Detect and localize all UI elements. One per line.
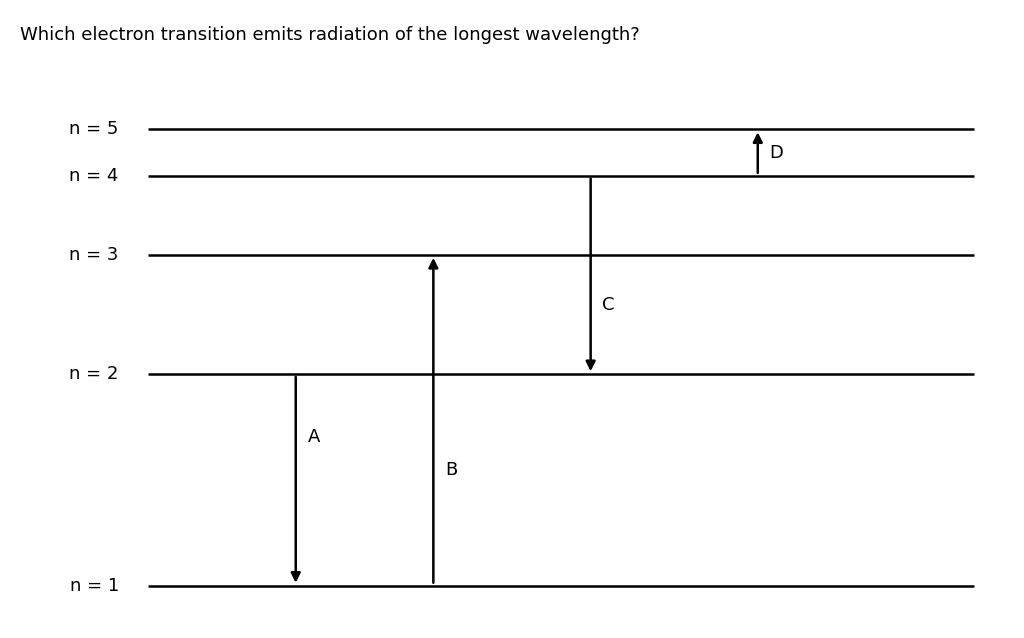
Text: n = 3: n = 3	[70, 246, 119, 264]
Text: n = 2: n = 2	[70, 365, 119, 383]
Text: A: A	[307, 429, 319, 447]
Text: Which electron transition emits radiation of the longest wavelength?: Which electron transition emits radiatio…	[20, 26, 640, 43]
Text: C: C	[602, 295, 615, 314]
Text: n = 4: n = 4	[70, 167, 119, 185]
Text: n = 1: n = 1	[70, 577, 119, 595]
Text: n = 5: n = 5	[70, 121, 119, 138]
Text: D: D	[770, 144, 783, 161]
Text: B: B	[445, 461, 458, 479]
